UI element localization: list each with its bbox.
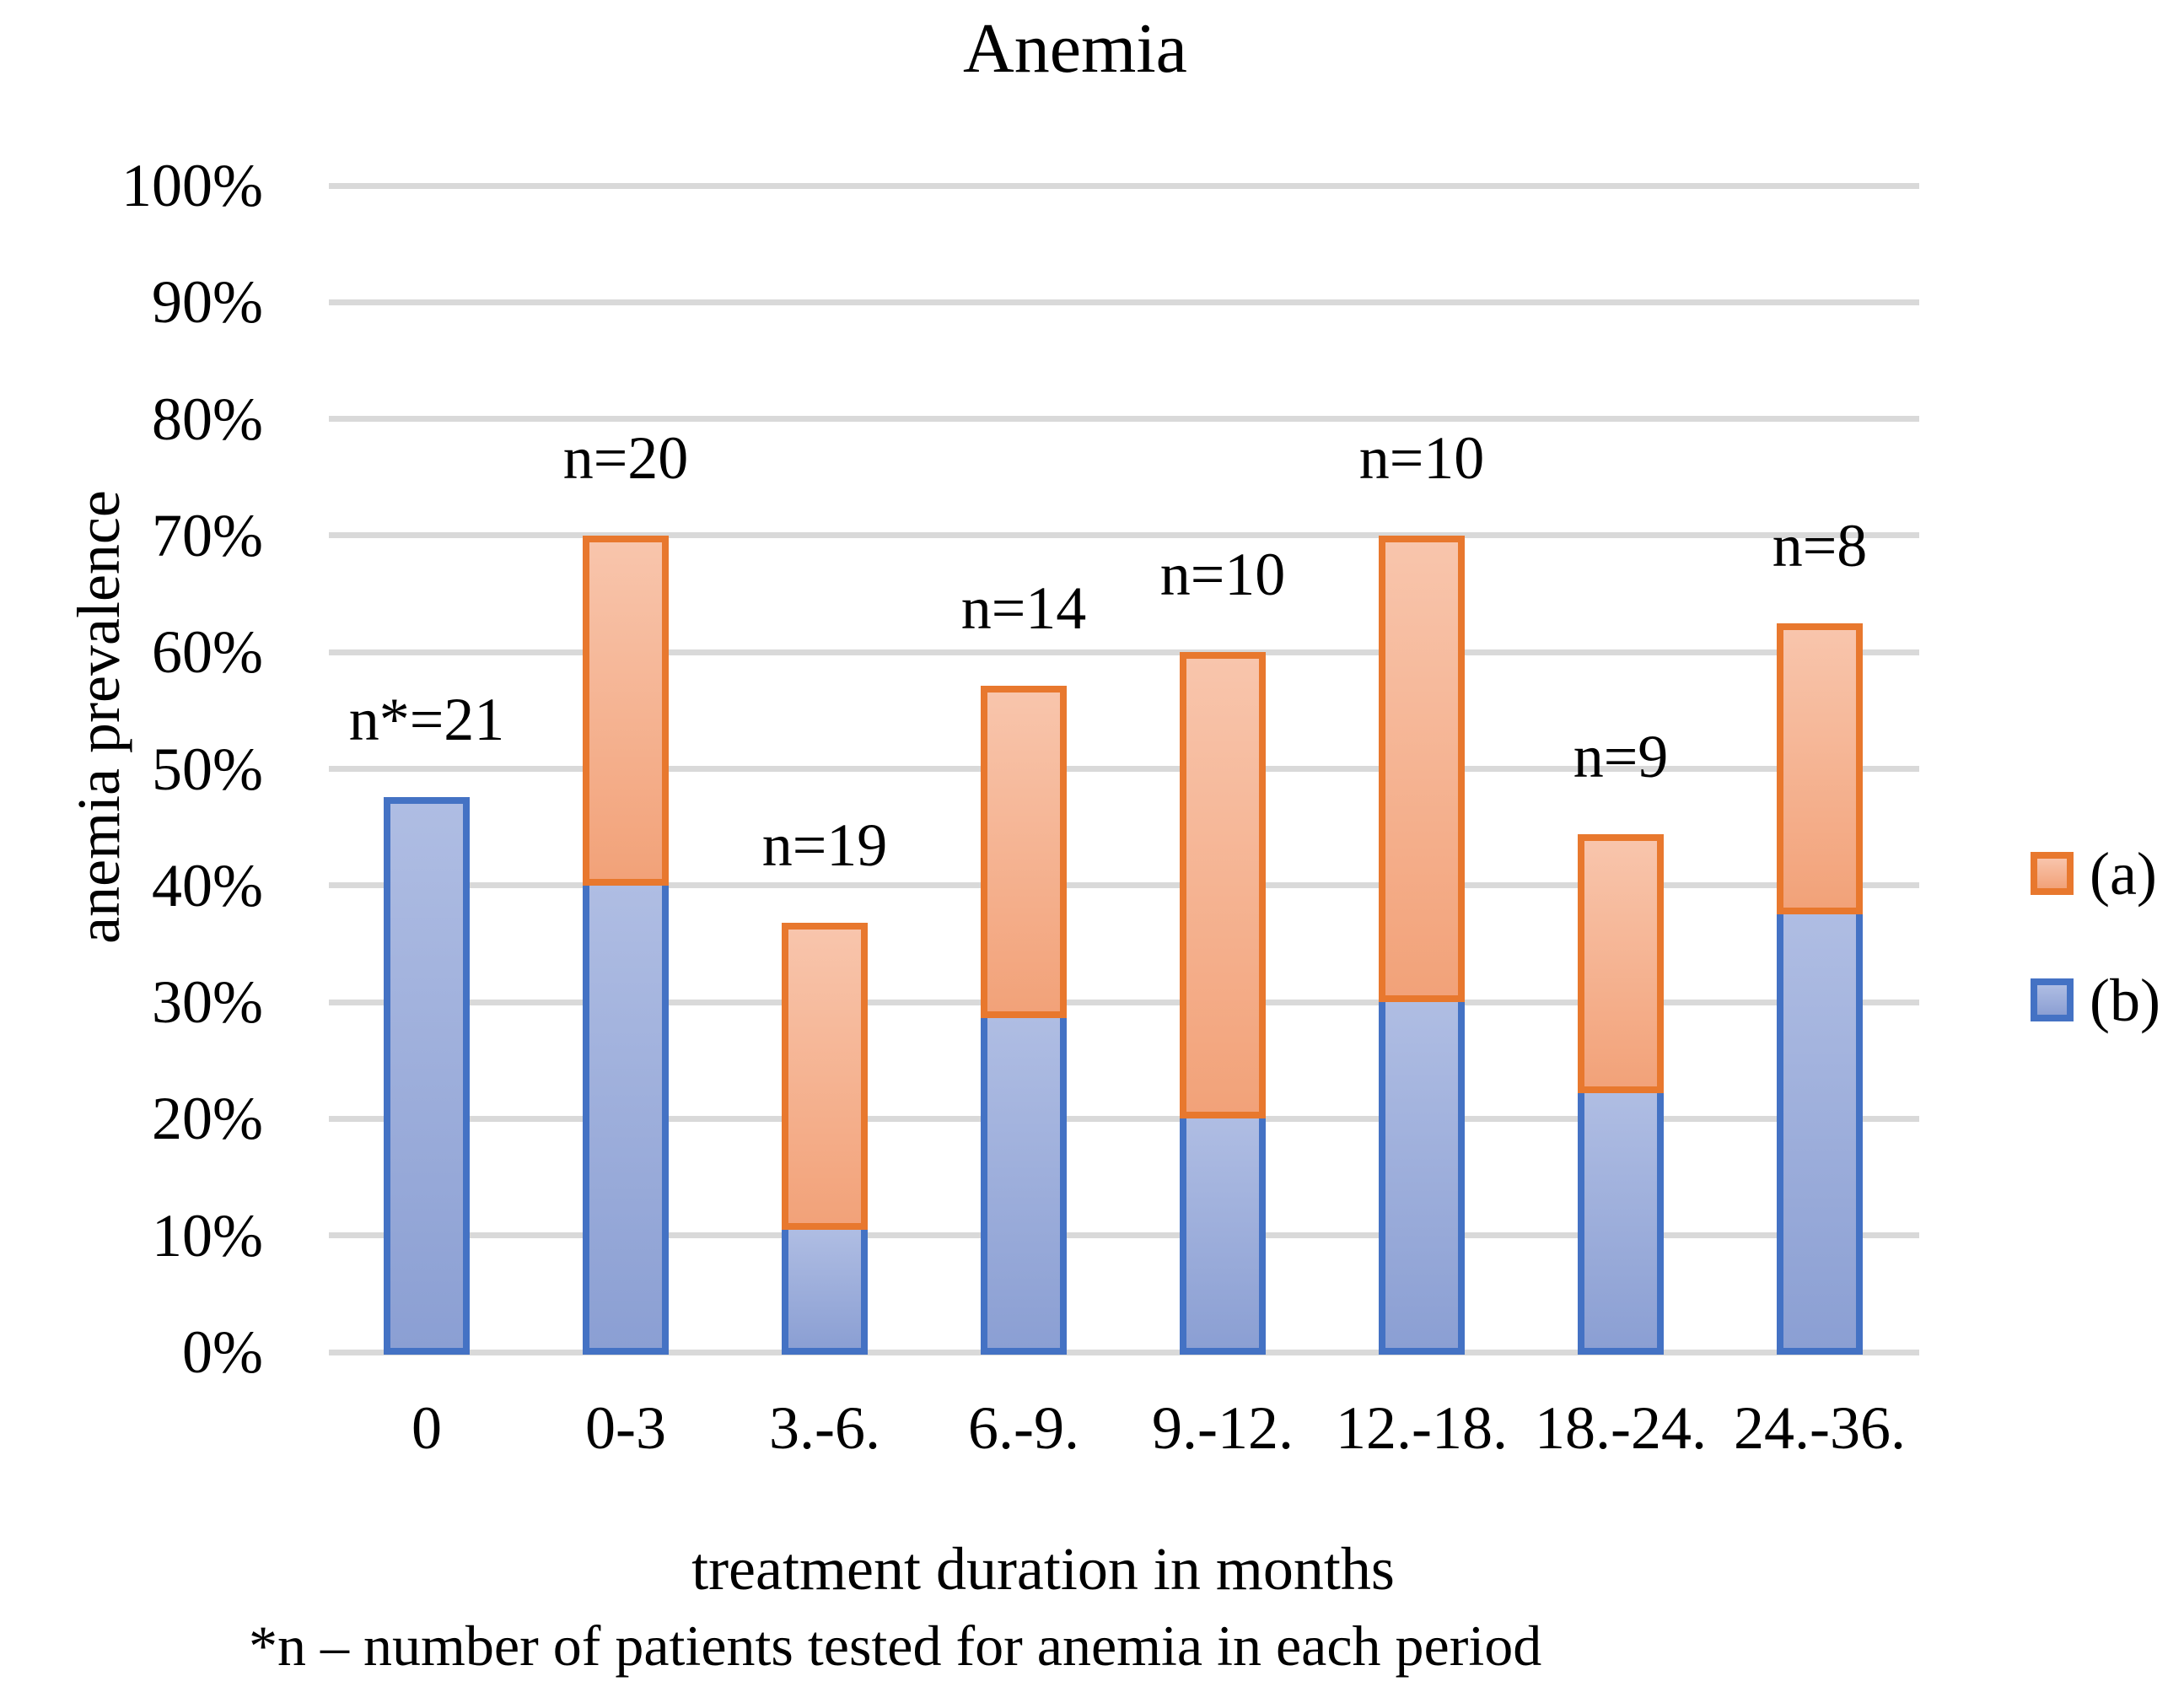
legend-swatch-a-icon bbox=[2031, 852, 2074, 895]
bar-count-label-12.-18.: n=10 bbox=[1358, 423, 1485, 492]
y-tick-label: 100% bbox=[121, 152, 263, 219]
x-tick-label-18.-24.: 18.-24. bbox=[1535, 1394, 1707, 1462]
legend-label-a: (a) bbox=[2090, 840, 2157, 908]
y-tick-label: 60% bbox=[152, 618, 263, 687]
bar-segment-a-3.-6. bbox=[782, 923, 868, 1230]
bar-segment-b-24.-36. bbox=[1777, 914, 1863, 1355]
gridline-90% bbox=[329, 299, 1919, 305]
gridline-30% bbox=[329, 999, 1919, 1005]
gridline-100% bbox=[329, 182, 1919, 189]
x-tick-label-0-3: 0-3 bbox=[585, 1394, 666, 1462]
footnote: *n – number of patients tested for anemi… bbox=[249, 1614, 1542, 1678]
y-tick-label: 10% bbox=[152, 1201, 263, 1269]
bar-count-label-3.-6.: n=19 bbox=[761, 811, 888, 880]
gridline-70% bbox=[329, 532, 1919, 539]
bar-count-label-0: n*=21 bbox=[348, 685, 505, 753]
bar-segment-b-0-3 bbox=[583, 885, 669, 1355]
chart-title: Anemia bbox=[963, 9, 1187, 88]
y-tick-label: 20% bbox=[152, 1085, 263, 1153]
x-tick-label-24.-36.: 24.-36. bbox=[1734, 1394, 1906, 1462]
gridline-80% bbox=[329, 416, 1919, 423]
bar-segment-b-12.-18. bbox=[1379, 1002, 1465, 1355]
bar-segment-a-0-3 bbox=[583, 535, 669, 886]
y-tick-label: 80% bbox=[152, 385, 263, 453]
bar-segment-a-6.-9. bbox=[981, 686, 1067, 1019]
bar-count-label-9.-12.: n=10 bbox=[1159, 541, 1286, 609]
x-tick-label-6.-9.: 6.-9. bbox=[968, 1394, 1079, 1462]
y-tick-label: 40% bbox=[152, 851, 263, 919]
gridline-40% bbox=[329, 882, 1919, 889]
gridline-50% bbox=[329, 766, 1919, 772]
x-axis-title: treatment duration in months bbox=[691, 1535, 1395, 1603]
bar-segment-a-12.-18. bbox=[1379, 535, 1465, 1003]
bar-segment-a-24.-36. bbox=[1777, 622, 1863, 915]
x-tick-label-0: 0 bbox=[412, 1394, 442, 1462]
gridline-10% bbox=[329, 1232, 1919, 1239]
x-tick-label-3.-6.: 3.-6. bbox=[769, 1394, 880, 1462]
y-tick-label: 0% bbox=[182, 1318, 263, 1386]
y-tick-label: 50% bbox=[152, 735, 263, 803]
bar-segment-b-9.-12. bbox=[1180, 1118, 1266, 1355]
bar-segment-a-9.-12. bbox=[1180, 652, 1266, 1119]
bar-count-label-24.-36.: n=8 bbox=[1772, 511, 1868, 579]
bar-count-label-6.-9.: n=14 bbox=[960, 574, 1087, 643]
legend-label-b: (b) bbox=[2090, 967, 2160, 1034]
bar-segment-b-3.-6. bbox=[782, 1229, 868, 1355]
gridline-0% bbox=[329, 1349, 1919, 1355]
x-tick-label-12.-18.: 12.-18. bbox=[1336, 1394, 1508, 1462]
bar-segment-a-18.-24. bbox=[1578, 833, 1664, 1093]
x-tick-label-9.-12.: 9.-12. bbox=[1152, 1394, 1294, 1462]
y-tick-label: 30% bbox=[152, 968, 263, 1037]
bar-segment-b-6.-9. bbox=[981, 1018, 1067, 1355]
y-tick-label: 90% bbox=[152, 268, 263, 337]
bar-segment-b-18.-24. bbox=[1578, 1092, 1664, 1355]
bar-count-label-0-3: n=20 bbox=[562, 423, 689, 492]
y-tick-label: 70% bbox=[152, 501, 263, 569]
bar-count-label-18.-24.: n=9 bbox=[1573, 722, 1669, 790]
gridline-60% bbox=[329, 649, 1919, 655]
legend-swatch-b-icon bbox=[2031, 978, 2074, 1021]
gridline-20% bbox=[329, 1115, 1919, 1122]
bar-segment-b-0 bbox=[384, 796, 470, 1355]
